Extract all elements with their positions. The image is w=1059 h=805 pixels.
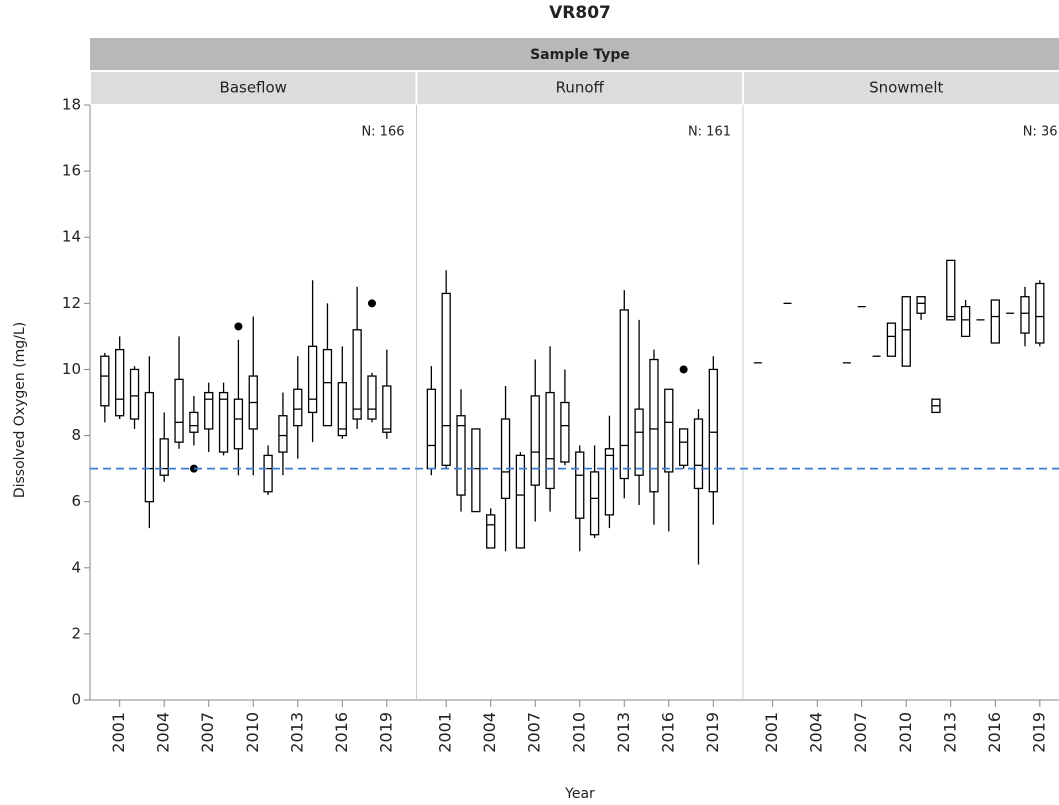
box bbox=[1020, 296, 1030, 334]
panel-label: Baseflow bbox=[220, 79, 287, 97]
x-tick-label: 2007 bbox=[198, 712, 217, 753]
x-tick-label: 2019 bbox=[376, 712, 395, 753]
box bbox=[678, 428, 689, 466]
x-tick-label: 2007 bbox=[851, 712, 870, 753]
box bbox=[530, 395, 540, 486]
x-axis-label: Year bbox=[564, 786, 595, 802]
box bbox=[174, 378, 184, 443]
box bbox=[471, 428, 481, 513]
y-tick-label: 6 bbox=[71, 492, 81, 510]
box bbox=[946, 259, 956, 321]
panel-label: Runoff bbox=[556, 79, 605, 97]
box bbox=[352, 329, 362, 420]
x-tick-label: 2010 bbox=[569, 712, 588, 753]
box bbox=[575, 451, 585, 519]
box bbox=[560, 401, 570, 463]
box bbox=[189, 411, 199, 433]
box bbox=[589, 471, 600, 536]
box bbox=[886, 322, 897, 357]
x-tick-label: 2019 bbox=[703, 712, 722, 753]
x-tick-label: 2004 bbox=[480, 712, 499, 753]
box bbox=[100, 355, 110, 407]
facet-header bbox=[90, 38, 1059, 70]
outlier bbox=[234, 322, 243, 331]
x-tick-label: 2016 bbox=[332, 712, 351, 753]
y-tick-label: 16 bbox=[62, 162, 81, 180]
x-tick-label: 2016 bbox=[658, 712, 677, 753]
box bbox=[337, 382, 347, 437]
x-tick-label: 2010 bbox=[243, 712, 262, 753]
x-tick-label: 2013 bbox=[940, 712, 959, 753]
box bbox=[382, 385, 392, 433]
box bbox=[515, 454, 526, 549]
y-tick-label: 8 bbox=[71, 426, 81, 444]
box bbox=[115, 348, 125, 417]
panel-label: Snowmelt bbox=[869, 79, 943, 97]
chart-title: VR807 bbox=[549, 3, 611, 23]
facet-label: Sample Type bbox=[530, 47, 630, 63]
box bbox=[426, 388, 436, 470]
y-tick-label: 4 bbox=[71, 558, 81, 576]
box bbox=[1035, 282, 1045, 344]
box bbox=[486, 514, 496, 549]
n-label: N: 36 bbox=[1023, 125, 1058, 140]
box bbox=[263, 454, 273, 493]
box bbox=[129, 368, 140, 420]
y-tick-label: 2 bbox=[71, 624, 81, 642]
box bbox=[960, 305, 971, 338]
box bbox=[307, 345, 318, 414]
box bbox=[664, 388, 674, 473]
box bbox=[649, 358, 659, 493]
outlier bbox=[367, 299, 376, 308]
x-tick-label: 2016 bbox=[985, 712, 1004, 753]
box bbox=[218, 391, 229, 453]
outlier bbox=[679, 365, 688, 374]
box bbox=[456, 415, 466, 496]
box bbox=[204, 391, 214, 430]
y-tick-label: 10 bbox=[62, 360, 81, 378]
box bbox=[159, 438, 169, 476]
y-tick-label: 18 bbox=[62, 96, 81, 114]
x-tick-label: 2013 bbox=[614, 712, 633, 753]
box bbox=[634, 408, 644, 476]
x-tick-label: 2004 bbox=[807, 712, 826, 753]
outlier bbox=[189, 464, 198, 473]
x-tick-label: 2001 bbox=[762, 712, 781, 753]
box bbox=[901, 296, 911, 367]
x-tick-label: 2001 bbox=[436, 712, 455, 753]
box bbox=[144, 391, 155, 503]
box bbox=[916, 296, 926, 314]
y-axis-label: Dissolved Oxygen (mg/L) bbox=[12, 322, 28, 498]
box bbox=[545, 391, 555, 490]
x-tick-label: 2007 bbox=[525, 712, 544, 753]
panel-header bbox=[91, 72, 416, 104]
n-label: N: 161 bbox=[688, 125, 731, 140]
y-tick-label: 12 bbox=[62, 294, 81, 312]
box bbox=[322, 348, 333, 427]
x-tick-label: 2004 bbox=[154, 712, 173, 753]
box bbox=[293, 388, 303, 427]
box bbox=[619, 309, 629, 480]
x-tick-label: 2019 bbox=[1029, 712, 1048, 753]
x-tick-label: 2010 bbox=[896, 712, 915, 753]
y-tick-label: 0 bbox=[71, 691, 81, 709]
box bbox=[278, 415, 288, 453]
y-tick-label: 14 bbox=[62, 228, 81, 246]
box bbox=[441, 292, 451, 466]
box bbox=[990, 299, 1000, 344]
x-tick-label: 2001 bbox=[109, 712, 128, 753]
panel-header bbox=[417, 72, 742, 104]
n-label: N: 166 bbox=[361, 125, 404, 140]
box bbox=[500, 418, 511, 500]
box bbox=[604, 448, 615, 516]
box bbox=[693, 418, 704, 490]
box bbox=[233, 398, 244, 450]
box bbox=[708, 368, 718, 493]
panel-header bbox=[744, 72, 1059, 104]
x-tick-label: 2013 bbox=[287, 712, 306, 753]
box bbox=[367, 375, 377, 420]
